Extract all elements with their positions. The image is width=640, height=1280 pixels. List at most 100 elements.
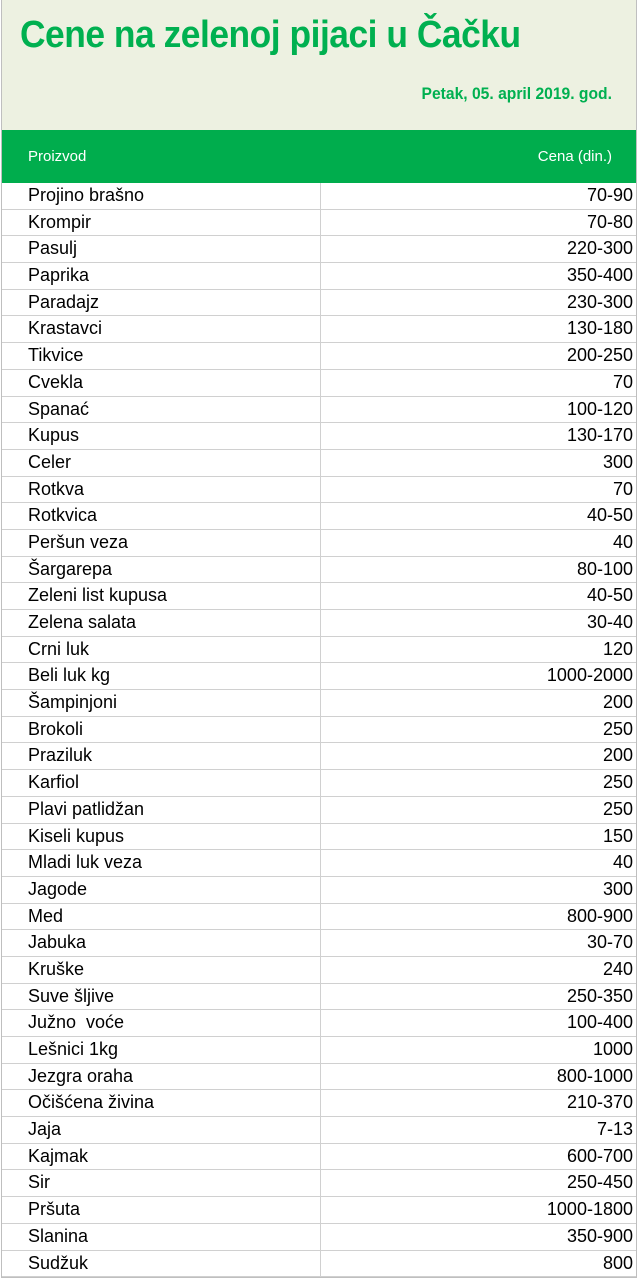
product-price: 250-450 xyxy=(566,1172,633,1193)
table-row: Sir 250-450 xyxy=(2,1170,636,1198)
product-name: Zeleni list kupusa xyxy=(28,585,168,606)
product-price: 70-80 xyxy=(586,211,633,232)
product-name: Šargarepa xyxy=(28,558,113,579)
table-row: Paprika 350-400 xyxy=(2,263,636,290)
product-price: 70 xyxy=(612,371,633,392)
column-divider xyxy=(320,770,321,797)
product-price: 100-400 xyxy=(566,1012,633,1033)
column-divider xyxy=(320,930,321,957)
column-divider xyxy=(320,1197,321,1224)
column-divider xyxy=(320,236,321,264)
table-body: Projino brašno 70-90 Krompir 70-80 Pasulj 220… xyxy=(2,183,636,1278)
column-divider xyxy=(320,263,321,290)
product-name: Celer xyxy=(28,451,72,472)
table-row: Mladi luk veza 40 xyxy=(2,850,636,877)
product-name: Očišćena živina xyxy=(28,1092,155,1113)
column-divider xyxy=(320,743,321,771)
product-price: 200-250 xyxy=(566,345,633,366)
product-name: Kiseli kupus xyxy=(28,825,125,846)
column-divider xyxy=(320,876,321,904)
table-row: Kruške 240 xyxy=(2,956,636,984)
product-price: 300 xyxy=(602,451,633,472)
column-divider xyxy=(320,1223,321,1251)
table-row: Brokoli 250 xyxy=(2,716,636,744)
table-row: Zeleni list kupusa 40-50 xyxy=(2,583,636,610)
product-name: Sir xyxy=(28,1172,50,1193)
product-name: Kajmak xyxy=(28,1145,89,1166)
product-price: 800-1000 xyxy=(556,1065,633,1086)
column-header-product: Proizvod xyxy=(28,148,87,165)
table-row: Južno voće 100-400 xyxy=(2,1010,636,1037)
product-price: 40-50 xyxy=(586,585,633,606)
table-row: Sudžuk 800 xyxy=(2,1250,636,1278)
product-price: 800 xyxy=(602,1252,633,1273)
column-divider xyxy=(320,956,321,984)
product-name: Šampinjoni xyxy=(28,692,118,713)
product-price: 130-170 xyxy=(566,425,633,446)
product-price: 220-300 xyxy=(566,238,633,259)
column-divider xyxy=(320,449,321,477)
product-name: Paradajz xyxy=(28,291,100,312)
date-label: Petak, 05. april 2019. god. xyxy=(421,84,612,103)
table-row: Pršuta 1000-1800 xyxy=(2,1197,636,1224)
product-price: 250 xyxy=(602,718,633,739)
product-name: Praziluk xyxy=(28,745,93,766)
product-name: Tikvice xyxy=(28,345,84,366)
product-price: 200 xyxy=(602,745,633,766)
product-name: Rotkvica xyxy=(28,505,98,526)
table-row: Jezgra oraha 800-1000 xyxy=(2,1063,636,1091)
product-name: Kupus xyxy=(28,425,80,446)
table-row: Slanina 350-900 xyxy=(2,1223,636,1251)
product-price: 600-700 xyxy=(566,1145,633,1166)
product-name: Jezgra oraha xyxy=(28,1065,134,1086)
column-divider xyxy=(320,636,321,664)
product-name: Kruške xyxy=(28,958,85,979)
product-price: 150 xyxy=(602,825,633,846)
column-divider xyxy=(320,183,321,210)
column-divider xyxy=(320,850,321,877)
product-price: 1000-2000 xyxy=(546,665,633,686)
product-name: Projino brašno xyxy=(28,185,145,205)
column-divider xyxy=(320,983,321,1011)
product-price: 230-300 xyxy=(566,291,633,312)
product-name: Jaja xyxy=(28,1119,62,1140)
column-divider xyxy=(320,716,321,744)
column-divider xyxy=(320,289,321,317)
product-name: Mladi luk veza xyxy=(28,852,143,873)
column-divider xyxy=(320,1090,321,1118)
product-name: Med xyxy=(28,905,64,926)
product-price: 350-900 xyxy=(566,1225,633,1246)
column-divider xyxy=(320,343,321,370)
product-name: Zelena salata xyxy=(28,612,137,632)
table-row: Lešnici 1kg 1000 xyxy=(2,1037,636,1064)
table-row: Šargarepa 80-100 xyxy=(2,556,636,584)
table-row: Praziluk 200 xyxy=(2,743,636,771)
product-price: 80-100 xyxy=(576,558,633,579)
product-price: 200 xyxy=(602,692,633,713)
product-price: 7-13 xyxy=(596,1119,633,1140)
table-row: Jaja 7-13 xyxy=(2,1117,636,1144)
table-row: Šampinjoni 200 xyxy=(2,690,636,717)
table-row: Celer 300 xyxy=(2,449,636,477)
product-price: 350-400 xyxy=(566,265,633,286)
table-row: Karfiol 250 xyxy=(2,770,636,797)
product-price: 70 xyxy=(612,478,633,499)
product-name: Plavi patlidžan xyxy=(28,798,145,819)
column-divider xyxy=(320,1037,321,1064)
product-price: 40-50 xyxy=(586,505,633,526)
product-name: Cvekla xyxy=(28,371,84,392)
product-price: 70-90 xyxy=(586,185,633,205)
product-price: 800-900 xyxy=(566,905,633,926)
product-price: 40 xyxy=(612,852,633,873)
product-name: Krompir xyxy=(28,211,92,232)
product-price: 250-350 xyxy=(566,985,633,1006)
table-row: Spanać 100-120 xyxy=(2,396,636,424)
product-name: Brokoli xyxy=(28,718,84,739)
product-price: 210-370 xyxy=(566,1092,633,1113)
column-divider xyxy=(320,823,321,851)
table-row: Tikvice 200-250 xyxy=(2,343,636,370)
product-price: 100-120 xyxy=(566,398,633,419)
table-header: Proizvod Cena (din.) xyxy=(2,130,636,183)
column-divider xyxy=(320,1063,321,1091)
product-name: Pasulj xyxy=(28,238,78,259)
